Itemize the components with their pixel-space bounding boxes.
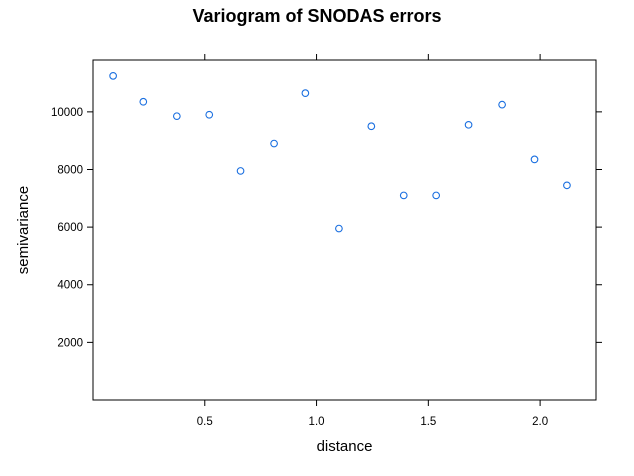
data-point (498, 100, 506, 109)
data-point (139, 97, 148, 106)
data-point (464, 120, 473, 129)
data-point (301, 89, 310, 97)
x-tick-label: 1.5 (420, 416, 436, 428)
chart-title: Variogram of SNODAS errors (192, 6, 441, 26)
plot-frame (92, 59, 597, 401)
y-tick-label: 10000 (51, 107, 83, 119)
x-tick-label: 2.0 (532, 416, 548, 428)
data-point (236, 167, 245, 175)
y-tick-label: 2000 (57, 337, 83, 349)
data-point (530, 155, 539, 164)
x-tick-label: 1.0 (309, 416, 325, 428)
data-point (563, 181, 571, 190)
x-axis: 0.5 1.0 1.5 2.0 (197, 54, 548, 428)
data-points (109, 71, 571, 233)
y-tick-label: 6000 (57, 222, 83, 234)
data-point (270, 139, 278, 148)
y-axis: 2000 4000 6000 8000 10000 (51, 107, 602, 349)
data-point (399, 191, 408, 200)
x-tick-label: 0.5 (197, 416, 213, 428)
y-tick-label: 8000 (57, 164, 83, 176)
data-point (432, 191, 441, 200)
data-point (172, 112, 181, 121)
data-point (205, 110, 214, 119)
y-tick-label: 4000 (57, 280, 83, 292)
x-axis-label: distance (317, 438, 373, 455)
data-point (109, 71, 117, 80)
data-point (367, 122, 376, 131)
y-axis-label: semivariance (15, 186, 32, 274)
data-point (335, 224, 343, 233)
